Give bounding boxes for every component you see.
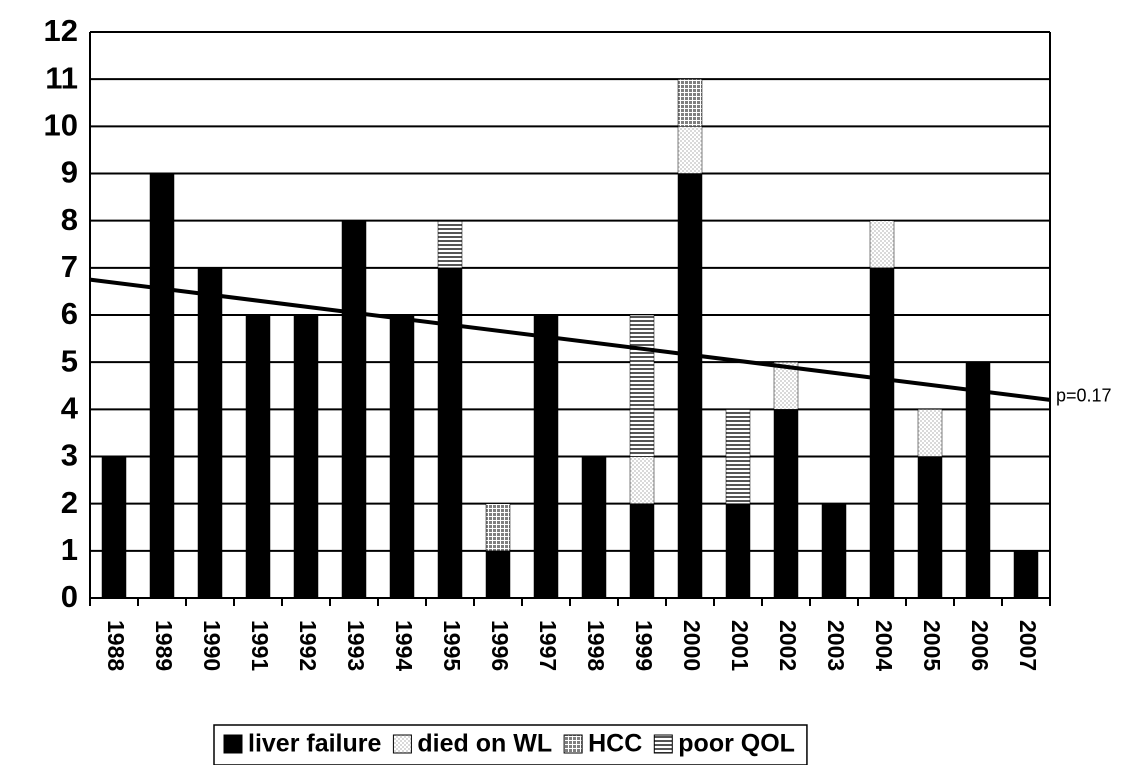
x-tick-label: 1994 <box>391 620 417 671</box>
legend-box <box>213 724 808 765</box>
x-tick-label: 1988 <box>103 620 129 671</box>
legend: liver failure died on WL HCC poor QOL <box>213 724 808 765</box>
x-tick-label: 2003 <box>823 620 849 671</box>
y-tick-label: 9 <box>61 155 78 190</box>
legend-label: HCC <box>588 730 642 758</box>
bar-segment <box>629 456 655 504</box>
legend-swatch <box>223 734 243 754</box>
bar-segment <box>1013 550 1039 599</box>
x-tick-label: 2007 <box>1015 620 1041 671</box>
y-tick-label: 5 <box>61 343 78 378</box>
y-tick-label: 1 <box>61 532 78 567</box>
bar-segment <box>821 503 847 599</box>
bar-segment <box>725 409 751 504</box>
bar-segment <box>485 550 511 599</box>
x-tick-label: 2004 <box>871 620 897 671</box>
x-tick-label: 2005 <box>919 620 945 671</box>
x-tick-label: 2001 <box>727 620 753 671</box>
bar-segment <box>533 314 559 599</box>
x-tick-label: 2006 <box>967 620 993 671</box>
y-tick-label: 6 <box>61 296 78 331</box>
y-tick-label: 12 <box>44 13 78 48</box>
trend-label: p=0.17 <box>1056 386 1112 406</box>
bar-segment <box>965 361 991 599</box>
x-tick-label: 1993 <box>343 620 369 671</box>
legend-label: poor QOL <box>678 730 795 758</box>
bar-segment <box>917 409 943 457</box>
bar-segment <box>197 267 223 599</box>
bar-segment <box>677 78 703 127</box>
bar-segment <box>677 126 703 174</box>
bar-segment <box>245 314 271 599</box>
x-tick-label: 1997 <box>535 620 561 671</box>
x-tick-label: 1992 <box>295 620 321 671</box>
bar-segment <box>437 267 463 599</box>
x-tick-label: 2000 <box>679 620 705 671</box>
bar-segment <box>869 220 895 269</box>
legend-swatch <box>392 734 412 754</box>
bar-segment <box>917 456 943 599</box>
y-tick-label: 2 <box>61 485 78 520</box>
bar-segment <box>149 173 175 599</box>
bar-segment <box>293 314 319 599</box>
bar-segment <box>341 220 367 599</box>
bar-segment <box>485 503 511 552</box>
bar-segment <box>629 503 655 599</box>
y-tick-label: 3 <box>61 438 78 473</box>
x-tick-label: 1995 <box>439 620 465 671</box>
bar-segment <box>581 456 607 599</box>
bar-segment <box>773 409 799 599</box>
legend-label: liver failure <box>248 730 381 758</box>
y-tick-label: 10 <box>44 108 78 143</box>
bar-segment <box>677 173 703 599</box>
x-tick-label: 1999 <box>631 620 657 671</box>
x-tick-label: 1996 <box>487 620 513 671</box>
bar-segment <box>725 503 751 599</box>
bar-segment <box>389 314 415 599</box>
x-tick-label: 1991 <box>247 620 273 671</box>
bar-segment <box>773 361 799 410</box>
y-tick-label: 7 <box>61 249 78 284</box>
x-tick-label: 2002 <box>775 620 801 671</box>
x-tick-label: 1998 <box>583 620 609 671</box>
x-tick-label: 1990 <box>199 620 225 671</box>
x-tick-label: 1989 <box>151 620 177 671</box>
bar-segment <box>437 220 463 269</box>
y-tick-label: 0 <box>61 579 78 614</box>
legend-swatch <box>653 734 673 754</box>
legend-label: died on WL <box>417 730 552 758</box>
bar-segment <box>869 267 895 599</box>
bar-segment <box>101 456 127 599</box>
y-tick-label: 11 <box>45 60 78 95</box>
y-tick-label: 4 <box>61 391 79 426</box>
trend-line <box>89 277 1051 402</box>
bar-segment <box>629 314 655 457</box>
legend-swatch <box>563 734 583 754</box>
y-tick-label: 8 <box>61 202 78 237</box>
